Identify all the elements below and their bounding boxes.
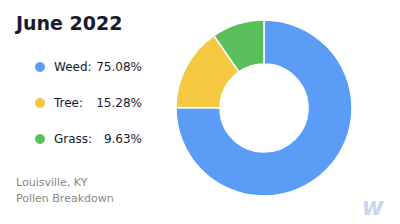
chart-svg: June 2022 Weed: 75.08% Tree: 15.28% Grass: 9.6…: [0, 0, 400, 224]
legend-label: Grass:: [54, 132, 92, 146]
subtitle-line: Pollen Breakdown: [16, 192, 114, 205]
legend-swatch: [35, 134, 45, 144]
legend-value: 15.28%: [96, 96, 142, 110]
legend-swatch: [35, 98, 45, 108]
subtitle-line: Louisville, KY: [16, 176, 88, 189]
legend-label: Tree:: [53, 96, 83, 110]
legend-swatch: [35, 62, 45, 72]
slice: [214, 20, 264, 72]
slice: [176, 20, 352, 196]
subtitle: Louisville, KY Pollen Breakdown: [16, 176, 114, 205]
legend-value: 9.63%: [104, 132, 142, 146]
donut: [176, 20, 352, 196]
watermark: w: [362, 193, 385, 221]
legend-label: Weed:: [54, 60, 92, 74]
legend-value: 75.08%: [96, 60, 142, 74]
legend: Weed: 75.08% Tree: 15.28% Grass: 9.63%: [35, 60, 142, 146]
title: June 2022: [14, 12, 123, 34]
